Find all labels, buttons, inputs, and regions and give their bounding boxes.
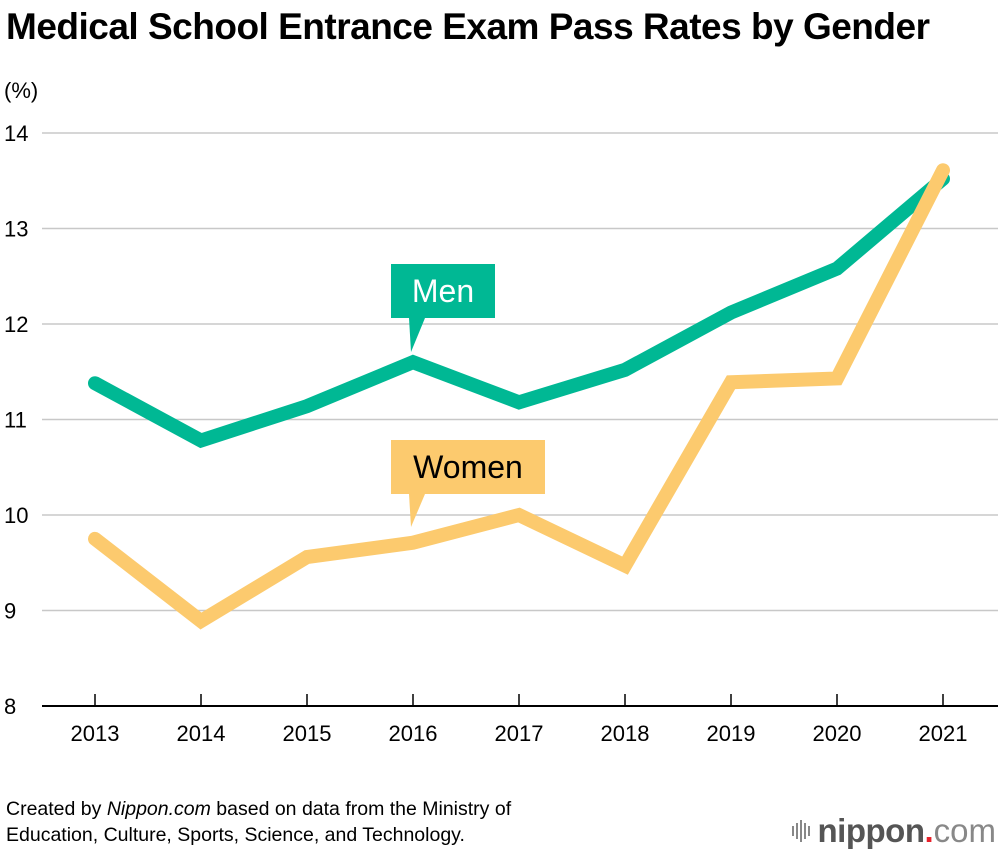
callout-pointer [409, 318, 425, 352]
y-axis-unit-label: (%) [4, 78, 39, 103]
y-tick-label: 10 [4, 503, 28, 528]
y-tick-label: 9 [4, 599, 16, 624]
callout-box [391, 264, 495, 318]
y-tick-label: 14 [4, 121, 28, 146]
chart-title: Medical School Entrance Exam Pass Rates … [6, 6, 930, 47]
logo-brand: nippon [817, 812, 925, 849]
x-tick-label: 2018 [601, 721, 650, 746]
x-tick-label: 2013 [71, 721, 120, 746]
series-label-women: Women [391, 440, 545, 527]
logo-com: com [933, 812, 996, 849]
source-note: Created by Nippon.com based on data from… [6, 796, 511, 848]
y-tick-label: 12 [4, 312, 28, 337]
x-tick-label: 2021 [919, 721, 968, 746]
y-tick-label: 8 [4, 694, 16, 719]
source-prefix: Created by [6, 798, 107, 820]
callout-box [391, 440, 545, 494]
y-axis-ticks: 8 9 10 11 12 13 14 [4, 121, 28, 719]
nippon-logo: nippon. com [791, 812, 996, 850]
series-line-men [88, 171, 950, 449]
callout-pointer [409, 494, 425, 527]
y-tick-label: 13 [4, 217, 28, 242]
source-line-2: Education, Culture, Sports, Science, and… [6, 824, 465, 846]
series-label-men: Men [391, 264, 495, 352]
source-suffix: based on data from the Ministry of [210, 798, 512, 820]
x-tick-label: 2014 [177, 721, 226, 746]
x-axis-ticks: 2013 2014 2015 2016 2017 2018 2019 2020 2021 [71, 694, 968, 746]
x-tick-label: 2016 [389, 721, 438, 746]
callout-text: Women [413, 449, 523, 485]
logo-dot: . [924, 812, 934, 849]
x-tick-label: 2019 [707, 721, 756, 746]
x-tick-label: 2015 [283, 721, 332, 746]
series-labels: Men Women [391, 264, 545, 527]
x-tick-label: 2017 [495, 721, 544, 746]
logo-bars-icon [791, 820, 810, 842]
series-lines [88, 163, 950, 630]
gridlines [42, 132, 998, 707]
source-brand: Nippon.com [106, 798, 211, 820]
y-tick-label: 11 [4, 408, 27, 433]
x-tick-label: 2020 [813, 721, 862, 746]
callout-text: Men [412, 273, 474, 309]
